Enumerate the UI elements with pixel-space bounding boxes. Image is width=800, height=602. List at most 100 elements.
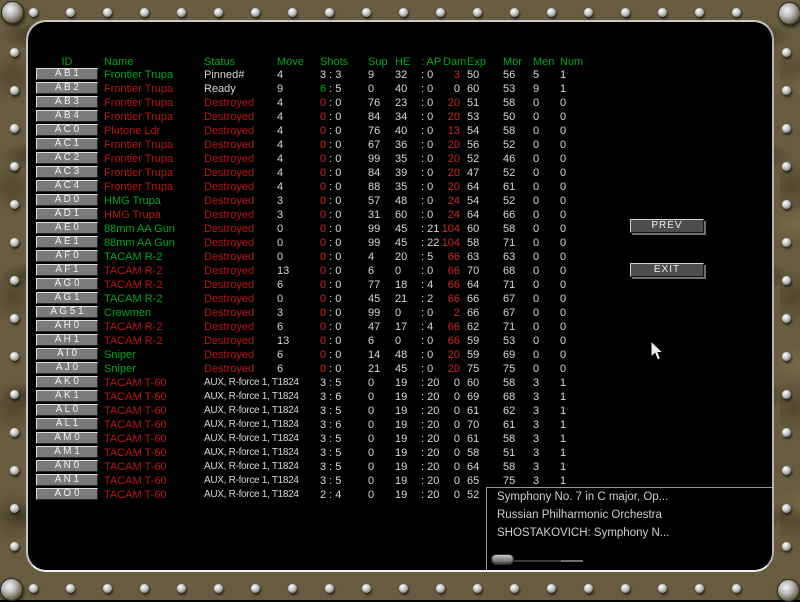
unit-id-button[interactable]: A B 2 [36,82,98,94]
media-seek-thumb[interactable] [491,554,514,565]
unit-damage: 20 [427,362,460,376]
rivet [436,8,445,17]
unit-suppression: 88 [368,180,380,194]
unit-num: 1 [560,82,566,96]
unit-damage: 66 [427,264,460,278]
unit-he-ammo: 48 [395,194,407,208]
unit-id-button[interactable]: A M 1 [36,446,98,458]
rivet [140,8,149,17]
unit-experience: 70 [467,264,479,278]
unit-id-button[interactable]: A M 0 [36,432,98,444]
unit-experience: 60 [467,376,479,390]
shots-max: : 0 [326,223,341,235]
unit-damage: 0 [427,474,460,488]
unit-morale: 71 [503,320,515,334]
unit-he-ammo: 19 [395,474,407,488]
unit-status: Destroyed [204,124,254,138]
unit-morale: 58 [503,124,515,138]
unit-id-button[interactable]: A D 1 [36,208,98,220]
shots-max: : 0 [326,125,341,137]
unit-he-ammo: 35 [395,152,407,166]
unit-shots: 0 : 0 [320,194,341,208]
unit-name: TACAM T-60 [104,474,167,488]
unit-name: HMG Trupa [104,208,161,222]
unit-men: 0 [533,334,539,348]
rivet [177,8,186,17]
shots-max: : 0 [326,195,341,207]
unit-suppression: 9 [368,68,374,82]
unit-name: TACAM R-2 [104,334,162,348]
unit-id-button[interactable]: A N 1 [36,474,98,486]
unit-suppression: 67 [368,138,380,152]
unit-id-button[interactable]: A B 3 [36,96,98,108]
unit-suppression: 76 [368,124,380,138]
unit-id-button[interactable]: A K 1 [36,390,98,402]
unit-men: 0 [533,208,539,222]
unit-men: 3 [533,376,539,390]
corner-rivet [778,2,800,25]
unit-shots: 3 : 5 [320,404,341,418]
unit-id-button[interactable]: A C 1 [36,138,98,150]
unit-damage: 24 [427,194,460,208]
unit-status: Destroyed [204,362,254,376]
unit-suppression: 84 [368,110,380,124]
unit-id-button[interactable]: A F 1 [36,264,98,276]
unit-damage: 20 [427,180,460,194]
unit-id-button[interactable]: A B 1 [36,68,98,80]
rivet [10,200,19,209]
unit-damage: 20 [427,96,460,110]
unit-status: Destroyed [204,264,254,278]
unit-name: Crewmen [104,306,151,320]
unit-experience: 70 [467,418,479,432]
unit-move: 3 [277,208,283,222]
unit-morale: 71 [503,236,515,250]
unit-suppression: 0 [368,474,374,488]
unit-suppression: 4 [368,250,374,264]
unit-name: TACAM T-60 [104,460,167,474]
unit-id-button[interactable]: A G 0 [36,278,98,290]
rivet [436,584,445,593]
unit-id-button[interactable]: A C 4 [36,180,98,192]
unit-id-button[interactable]: A C 2 [36,152,98,164]
rivet [510,8,519,17]
unit-id-button[interactable]: A E 1 [36,236,98,248]
unit-id-button[interactable]: A D 0 [36,194,98,206]
unit-num: 1 [560,376,566,390]
rivet [399,584,408,593]
rivet [325,8,334,17]
unit-id-button[interactable]: A O 0 [36,488,98,500]
exit-button[interactable]: EXIT [630,263,704,277]
unit-id-button[interactable]: A B 4 [36,110,98,122]
unit-id-button[interactable]: A G 5 1 [36,306,98,318]
unit-id-button[interactable]: A F 0 [36,250,98,262]
prev-button[interactable]: PREV [630,219,704,233]
unit-experience: 66 [467,292,479,306]
unit-num: 0 [560,236,566,250]
rivet [10,542,19,551]
unit-id-button[interactable]: A E 0 [36,222,98,234]
unit-he-ammo: 35 [395,180,407,194]
unit-num: 0 [560,362,566,376]
unit-men: 0 [533,348,539,362]
unit-id-button[interactable]: A H 1 [36,334,98,346]
unit-id-button[interactable]: A J 0 [36,362,98,374]
unit-id-button[interactable]: A K 0 [36,376,98,388]
unit-num: 1 [560,474,566,488]
unit-id-button[interactable]: A L 1 [36,418,98,430]
unit-morale: 75 [503,474,515,488]
unit-id-button[interactable]: A L 0 [36,404,98,416]
unit-id-button[interactable]: A G 1 [36,292,98,304]
shots-max: : 0 [326,293,341,305]
unit-id-button[interactable]: A H 0 [36,320,98,332]
unit-id-button[interactable]: A I 0 [36,348,98,360]
unit-morale: 52 [503,166,515,180]
unit-id-button[interactable]: A N 0 [36,460,98,472]
unit-id-button[interactable]: A C 0 [36,124,98,136]
unit-id-button[interactable]: A C 3 [36,166,98,178]
unit-experience: 60 [467,222,479,236]
unit-morale: 63 [503,250,515,264]
shots-max: : 0 [326,279,341,291]
shots-max: : 5 [326,405,341,417]
